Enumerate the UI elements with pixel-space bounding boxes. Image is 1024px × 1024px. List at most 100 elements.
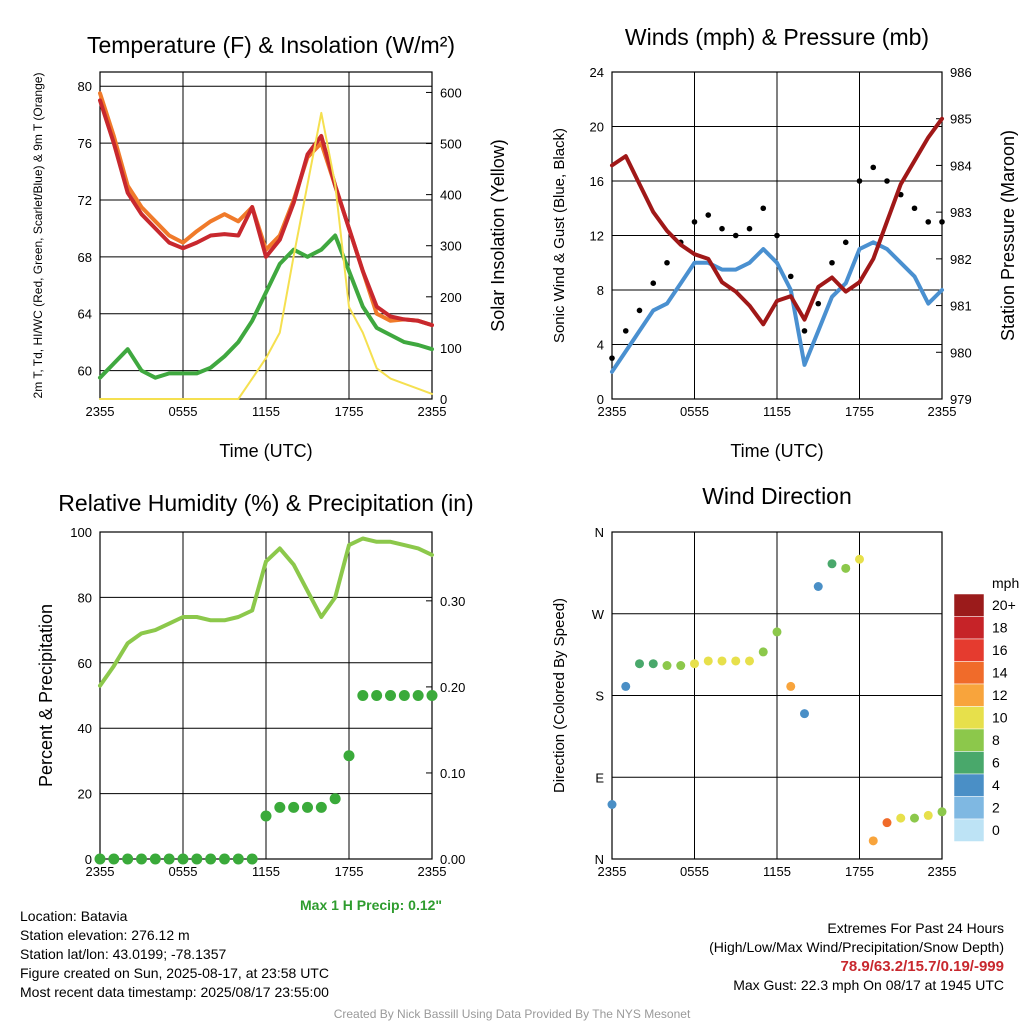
y-tick-label-left: W <box>592 607 605 622</box>
y-tick-label-left: 76 <box>78 136 92 151</box>
colorbar-swatch <box>953 616 985 640</box>
series-point <box>177 853 189 865</box>
y-tick-label-left: 0 <box>597 392 604 407</box>
y-tick-label-left: 12 <box>590 229 604 244</box>
colorbar-swatch <box>953 706 985 730</box>
y-tick-label-right: 979 <box>950 392 972 407</box>
colorbar-label: 4 <box>992 777 1000 793</box>
series-point <box>732 232 739 239</box>
colorbar-swatch <box>953 751 985 775</box>
y-tick-label-right: 981 <box>950 299 972 314</box>
series-point <box>232 853 244 865</box>
max-gust-text: Max Gust: 22.3 mph On 08/17 at 1945 UTC <box>733 977 1004 993</box>
series-point <box>149 853 161 865</box>
y-tick-label-left: 64 <box>78 307 92 322</box>
wind-direction-point <box>607 800 617 809</box>
series-point <box>122 853 134 865</box>
x-tick-label: 0555 <box>169 864 198 879</box>
wind-direction-point <box>786 681 796 691</box>
extremes-subtitle: (High/Low/Max Wind/Precipitation/Snow De… <box>709 939 1004 955</box>
y-tick-label-right: 400 <box>440 188 462 203</box>
wind-direction-point <box>690 659 699 669</box>
colorbar-label: 2 <box>992 800 1000 816</box>
series-point <box>719 225 725 232</box>
y-tick-label-left: 8 <box>597 283 604 298</box>
y-tick-label-right: 984 <box>950 158 972 173</box>
series-point <box>219 853 230 865</box>
x-tick-label: 1755 <box>335 864 364 879</box>
series-line <box>610 240 944 374</box>
colorbar-label: 6 <box>992 755 1000 771</box>
wind-direction-point <box>882 818 892 828</box>
series-line <box>99 111 433 400</box>
wind-direction-point <box>703 656 713 666</box>
wind-direction-point <box>717 656 727 666</box>
colorbar-swatch <box>953 638 985 662</box>
y-tick-label-left: 0 <box>85 852 92 867</box>
colorbar-label: 20+ <box>992 597 1016 613</box>
colorbar-unit: mph <box>992 575 1019 591</box>
extremes-values: 78.9/63.2/15.7/0.19/-999 <box>840 958 1004 975</box>
latlon-text: Station lat/lon: 43.0199; -78.1357 <box>20 946 227 962</box>
series-point <box>260 810 272 822</box>
series-point <box>609 355 615 361</box>
series-point <box>329 793 341 805</box>
recent-data-text: Most recent data timestamp: 2025/08/17 2… <box>20 984 329 1000</box>
colorbar-label: 0 <box>992 822 1000 838</box>
series-point <box>398 690 410 701</box>
x-axis-label: Time (UTC) <box>730 441 823 461</box>
series-point <box>939 219 945 225</box>
station-info: Location: Batavia Station elevation: 276… <box>20 907 329 1002</box>
wind-direction-point <box>662 661 672 671</box>
colorbar-swatch <box>953 683 985 707</box>
x-tick-label: 2355 <box>418 864 447 879</box>
y-axis-label-left: Direction (Colored By Speed) <box>551 598 568 793</box>
extremes-title: Extremes For Past 24 Hours <box>827 920 1004 936</box>
series-line <box>610 116 944 327</box>
x-tick-label: 1755 <box>845 404 874 419</box>
series-point <box>385 690 396 701</box>
series-line <box>98 98 434 328</box>
wind-direction-point <box>855 554 864 564</box>
series-line <box>98 536 434 688</box>
colorbar-label: 12 <box>992 687 1008 703</box>
wind-direction-point <box>923 810 933 820</box>
series-point <box>136 853 147 865</box>
series-point <box>664 259 670 266</box>
wind-direction-point <box>758 647 768 657</box>
colorbar-label: 10 <box>992 710 1008 726</box>
wind-direction-point <box>635 659 644 669</box>
x-tick-label: 1155 <box>763 404 791 419</box>
wind-direction-point <box>910 813 919 823</box>
y-axis-label-right: Station Pressure (Maroon) <box>998 130 1018 341</box>
wind-direction-point <box>621 681 631 691</box>
y-tick-label-right: 100 <box>440 341 462 356</box>
y-tick-label-right: 982 <box>950 252 972 267</box>
series-point <box>705 212 712 218</box>
x-tick-label: 2355 <box>86 864 115 879</box>
series-point <box>787 273 794 280</box>
x-tick-label: 0555 <box>680 404 709 419</box>
y-tick-label-left: 16 <box>590 174 604 189</box>
colorbar-swatch <box>953 796 985 820</box>
chart-title: Wind Direction <box>702 483 852 509</box>
y-axis-label-left: 2m T, Td, HI/WC (Red, Green, Scarlet/Blu… <box>31 73 45 399</box>
series-point <box>371 690 383 701</box>
y-tick-label-right: 986 <box>950 65 972 80</box>
series-point <box>815 300 822 307</box>
series-point <box>191 853 203 865</box>
x-tick-label: 2355 <box>598 404 627 419</box>
x-axis-label: Time (UTC) <box>219 441 312 461</box>
credit-text: Created By Nick Bassill Using Data Provi… <box>333 1007 691 1021</box>
y-tick-label-left: 80 <box>78 590 92 605</box>
series-point <box>94 853 106 865</box>
colorbar-swatch <box>953 818 985 842</box>
series-point <box>801 328 808 334</box>
x-tick-label: 2355 <box>418 404 447 419</box>
series-point <box>274 801 286 813</box>
colorbar-swatch <box>953 773 985 797</box>
y-tick-label-right: 300 <box>440 239 462 254</box>
x-tick-label: 1755 <box>335 404 364 419</box>
series-point <box>842 239 849 246</box>
series-point <box>343 750 355 762</box>
